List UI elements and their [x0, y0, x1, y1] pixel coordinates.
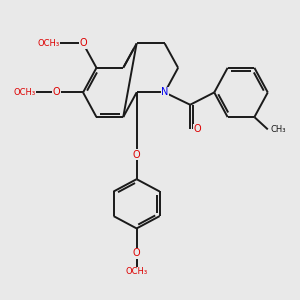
Text: O: O: [52, 87, 60, 98]
Text: OCH₃: OCH₃: [126, 267, 148, 276]
Text: OCH₃: OCH₃: [37, 39, 59, 48]
Text: O: O: [79, 38, 87, 49]
Text: N: N: [161, 87, 168, 98]
Text: O: O: [133, 150, 140, 160]
Text: O: O: [193, 124, 201, 134]
Text: OCH₃: OCH₃: [13, 88, 35, 97]
Text: CH₃: CH₃: [271, 125, 286, 134]
Text: O: O: [133, 248, 140, 258]
